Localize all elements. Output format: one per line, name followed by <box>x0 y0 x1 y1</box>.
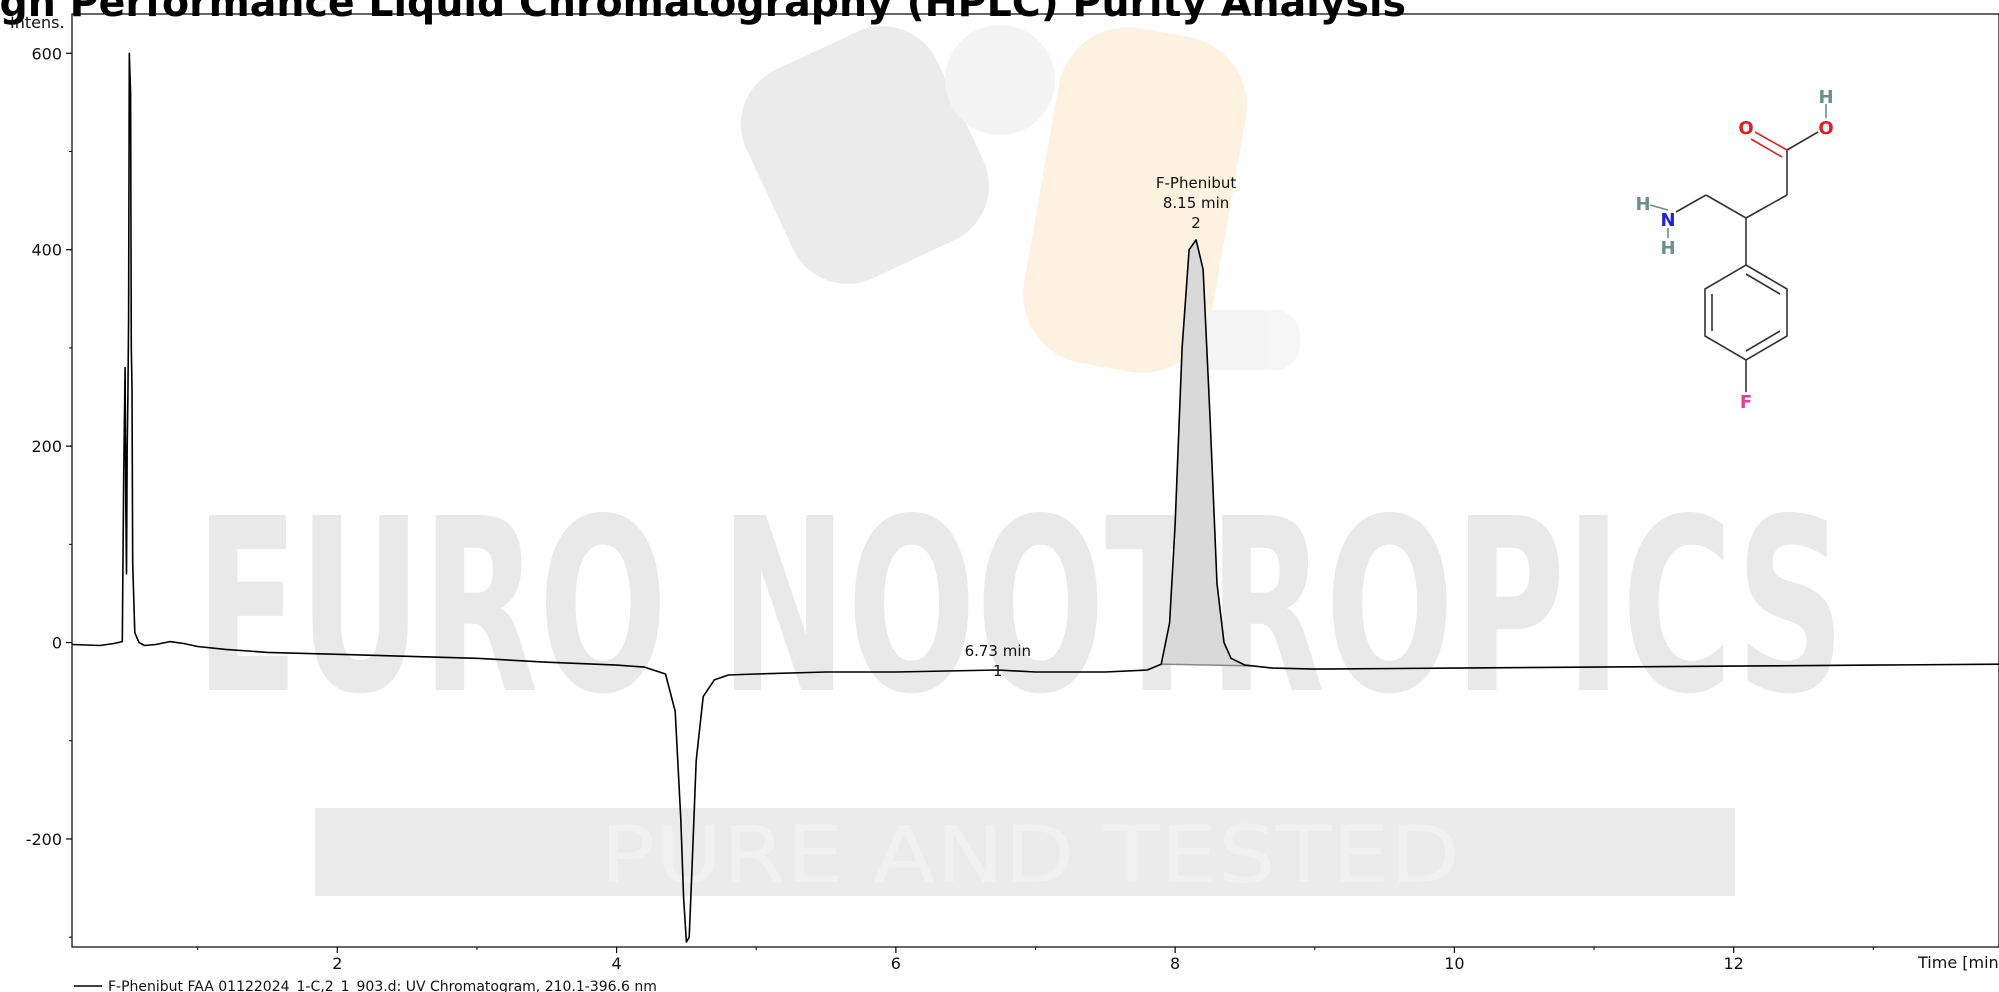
y-tick-label: -200 <box>26 830 62 849</box>
x-tick-label: 12 <box>1724 954 1744 973</box>
integrated-peak-area <box>1161 239 1252 666</box>
legend-label: F-Phenibut FAA 01122024_1-C,2_1_903.d: U… <box>108 979 657 992</box>
molecule-atoms: O O H N H H F <box>1635 87 1833 413</box>
x-tick-label: 2 <box>332 954 342 973</box>
benzene-ring <box>1704 264 1788 361</box>
atom-h-acid: H <box>1818 87 1833 108</box>
peak-annotations: 6.73 min 1 F-Phenibut 8.15 min 2 <box>965 174 1237 680</box>
y-tick-label: 200 <box>31 437 62 456</box>
atom-o-carbonyl: O <box>1738 118 1753 139</box>
atom-n: N <box>1660 210 1675 231</box>
peak-annotation-2-line0: F-Phenibut <box>1156 174 1237 192</box>
x-axis-label: Time [min] <box>1917 953 1999 972</box>
x-tick-label: 4 <box>611 954 621 973</box>
x-axis-ticks: 2 4 6 8 10 12 <box>197 947 1874 973</box>
y-tick-label: 0 <box>52 634 62 653</box>
atom-h-n1: H <box>1635 194 1650 215</box>
atom-o-hydroxyl: O <box>1818 118 1833 139</box>
peak-annotation-1-line1: 6.73 min <box>965 642 1031 660</box>
atom-h-n2: H <box>1660 238 1675 259</box>
x-tick-label: 6 <box>891 954 901 973</box>
y-axis-ticks: -200 0 200 400 600 <box>26 44 72 938</box>
bond-c-o-double-2 <box>1750 138 1783 158</box>
y-axis-label: Intens. <box>10 13 65 32</box>
watermark-sub-text: PURE AND TESTED <box>600 811 1460 901</box>
ring-inner-bond-2 <box>1745 330 1781 352</box>
bond-c-oh <box>1786 131 1819 151</box>
legend: F-Phenibut FAA 01122024_1-C,2_1_903.d: U… <box>74 979 657 992</box>
molecule-structure <box>1649 104 1827 392</box>
bond-ch-ch2b <box>1745 194 1788 219</box>
x-tick-label: 10 <box>1444 954 1464 973</box>
bond-n-h1 <box>1649 204 1669 211</box>
bond-ch-ch2a <box>1705 194 1747 219</box>
watermark-sub-band <box>315 808 1735 896</box>
chromatogram-trace <box>71 52 1999 943</box>
atom-f: F <box>1740 392 1752 413</box>
y-tick-label: 600 <box>31 44 62 63</box>
x-tick-label: 8 <box>1170 954 1180 973</box>
peak-annotation-2-line2: 2 <box>1191 214 1201 232</box>
peak-annotation-2-line1: 8.15 min <box>1163 194 1229 212</box>
watermark-main-text: EURO NOOTROPICS <box>195 467 1845 747</box>
bond-ch2a-n <box>1675 194 1707 213</box>
y-tick-label: 400 <box>31 241 62 260</box>
bond-c-o-double-1 <box>1754 131 1788 151</box>
chart-title: igh Performance Liquid Chromatography (H… <box>0 0 1406 26</box>
watermark: EURO NOOTROPICS PURE AND TESTED <box>195 25 1845 901</box>
peak-annotation-1-line2: 1 <box>993 662 1003 680</box>
peak-baseline <box>1161 663 1252 667</box>
ring-inner-bond-1 <box>1745 273 1781 295</box>
